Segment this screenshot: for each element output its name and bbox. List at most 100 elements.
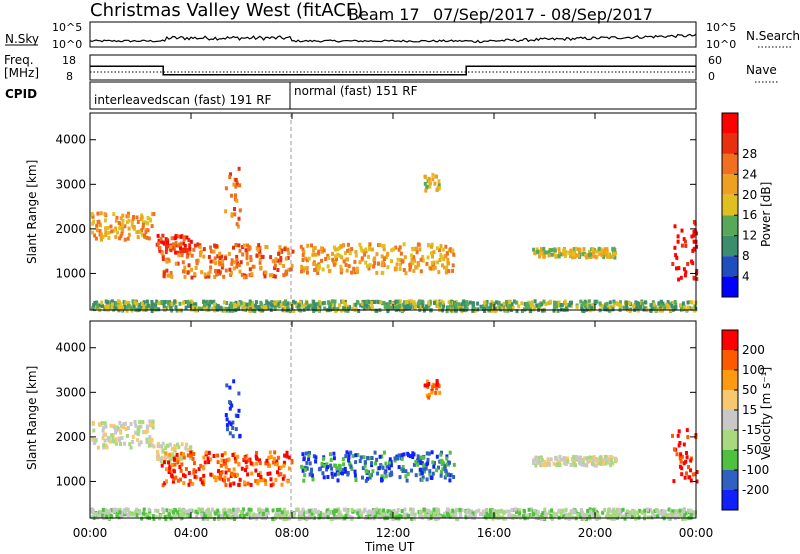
echo-cell bbox=[167, 470, 171, 475]
echo-cell bbox=[189, 456, 193, 460]
echo-cell bbox=[300, 264, 304, 269]
echo-cell bbox=[595, 463, 599, 468]
noise-right-tick-top: 10^5 bbox=[706, 21, 736, 34]
echo-cell bbox=[232, 379, 236, 384]
echo-cell bbox=[225, 423, 229, 428]
echo-cell bbox=[416, 462, 420, 467]
echo-cell bbox=[302, 268, 306, 273]
echo-cell bbox=[618, 300, 622, 305]
echo-cell bbox=[228, 406, 232, 411]
echo-cell bbox=[145, 235, 149, 240]
echo-cell bbox=[347, 306, 351, 311]
echo-cell bbox=[170, 474, 174, 479]
echo-cell bbox=[362, 455, 366, 460]
echo-cell bbox=[179, 513, 183, 518]
x-tick-label: 00:00 bbox=[679, 526, 714, 540]
echo-cell bbox=[302, 250, 306, 255]
cbar-tick-label: 20 bbox=[742, 188, 757, 202]
echo-cell bbox=[248, 299, 252, 304]
echo-cell bbox=[515, 309, 519, 314]
y-tick-label: 3000 bbox=[55, 385, 86, 399]
echo-cell bbox=[329, 452, 332, 457]
echo-cell bbox=[536, 515, 540, 520]
echo-cell bbox=[165, 514, 169, 519]
echo-cell bbox=[676, 239, 680, 244]
echo-cell bbox=[335, 466, 339, 471]
echo-cell bbox=[169, 457, 173, 462]
echo-cell bbox=[248, 272, 252, 277]
echo-cell bbox=[557, 300, 561, 305]
echo-cell bbox=[108, 306, 112, 311]
echo-cell bbox=[270, 300, 274, 305]
echo-cell bbox=[237, 507, 240, 512]
echo-cell bbox=[609, 455, 613, 459]
echo-cell bbox=[382, 263, 386, 267]
echo-cell bbox=[345, 509, 349, 514]
echo-cell bbox=[246, 261, 250, 266]
echo-cell bbox=[286, 510, 289, 515]
echo-cell bbox=[189, 509, 193, 513]
echo-cell bbox=[346, 308, 350, 313]
echo-cell bbox=[512, 299, 516, 304]
echo-cell bbox=[109, 224, 113, 229]
echo-cell bbox=[537, 455, 541, 460]
echo-cell bbox=[440, 459, 444, 464]
echo-cell bbox=[305, 510, 308, 515]
echo-cell bbox=[327, 256, 331, 260]
echo-cell bbox=[479, 512, 483, 516]
echo-cell bbox=[277, 472, 281, 477]
echo-cell bbox=[282, 264, 285, 268]
echo-cell bbox=[536, 249, 540, 254]
echo-cell bbox=[430, 244, 433, 249]
echo-cell bbox=[259, 266, 263, 270]
echo-cell bbox=[539, 251, 543, 256]
echo-cell bbox=[280, 482, 284, 487]
echo-cell bbox=[305, 258, 309, 263]
echo-cell bbox=[103, 305, 107, 309]
echo-cell bbox=[543, 250, 547, 255]
echo-cell bbox=[421, 254, 425, 259]
echo-cell bbox=[439, 254, 443, 259]
echo-cell bbox=[193, 243, 197, 248]
echo-cell bbox=[380, 254, 384, 259]
echo-cell bbox=[237, 216, 241, 221]
echo-cell bbox=[348, 251, 352, 256]
echo-cell bbox=[109, 513, 113, 518]
echo-cell bbox=[305, 266, 309, 271]
echo-cell bbox=[569, 248, 573, 253]
echo-cell bbox=[684, 516, 688, 521]
echo-cell bbox=[118, 512, 122, 517]
echo-cell bbox=[274, 477, 278, 482]
echo-cell bbox=[257, 305, 261, 310]
echo-cell bbox=[187, 482, 191, 487]
echo-cell bbox=[685, 455, 689, 460]
echo-cell bbox=[207, 255, 211, 259]
echo-cell bbox=[556, 308, 560, 313]
echo-cell bbox=[284, 299, 287, 304]
echo-cell bbox=[430, 251, 433, 256]
echo-cell bbox=[492, 509, 496, 513]
echo-cell bbox=[101, 235, 105, 239]
echo-cell bbox=[681, 301, 685, 306]
echo-cell bbox=[91, 230, 95, 235]
echo-cell bbox=[362, 249, 366, 254]
echo-cell bbox=[372, 264, 376, 269]
echo-cell bbox=[181, 260, 185, 265]
echo-cell bbox=[427, 382, 431, 386]
echo-cell bbox=[230, 261, 234, 266]
echo-cell bbox=[375, 308, 379, 313]
echo-cell bbox=[425, 184, 429, 189]
echo-cell bbox=[273, 263, 277, 268]
echo-cell bbox=[135, 513, 139, 518]
echo-cell bbox=[676, 234, 680, 239]
echo-cell bbox=[227, 513, 231, 518]
echo-cell bbox=[220, 453, 224, 458]
echo-cell bbox=[91, 420, 95, 425]
echo-cell bbox=[661, 509, 665, 514]
echo-cell bbox=[451, 248, 455, 253]
echo-cell bbox=[684, 270, 688, 275]
echo-cell bbox=[349, 450, 353, 455]
echo-cell bbox=[385, 255, 389, 260]
echo-cell bbox=[586, 456, 590, 461]
